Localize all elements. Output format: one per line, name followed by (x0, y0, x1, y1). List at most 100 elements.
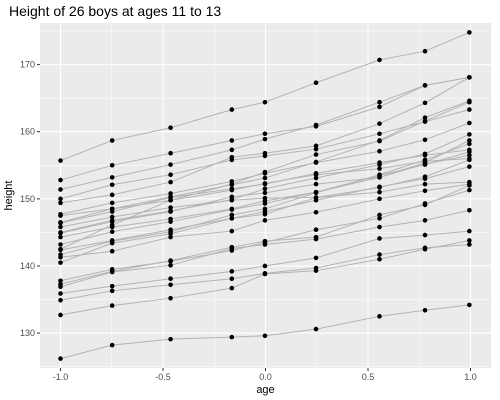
data-point (467, 147, 472, 153)
data-point (58, 252, 63, 257)
data-point (109, 214, 115, 220)
data-point (422, 100, 428, 106)
data-point (467, 183, 472, 188)
data-point (229, 228, 235, 234)
data-point (422, 181, 428, 187)
data-point (422, 115, 428, 120)
data-point (377, 189, 382, 195)
data-point (168, 125, 173, 131)
data-point (229, 147, 235, 153)
data-point (262, 218, 268, 223)
data-point (377, 131, 382, 137)
data-point (313, 227, 319, 233)
data-point (168, 172, 173, 177)
data-point (168, 229, 173, 235)
data-point (313, 143, 319, 149)
data-point (58, 230, 63, 236)
data-point (422, 48, 428, 54)
y-tick-label: 140 (20, 261, 35, 271)
data-point (168, 336, 173, 342)
data-point (313, 152, 319, 157)
data-point (58, 356, 63, 361)
data-point (168, 150, 173, 156)
data-point (377, 184, 382, 190)
data-point (377, 314, 382, 319)
data-point (229, 216, 235, 221)
data-point (109, 175, 115, 180)
data-point (229, 248, 235, 253)
data-point (377, 121, 382, 126)
data-point (58, 234, 63, 240)
data-point (377, 256, 382, 262)
y-axis-label: height (3, 181, 15, 211)
data-point (467, 107, 472, 112)
data-point (377, 138, 382, 143)
data-point (467, 30, 472, 35)
data-point (262, 136, 268, 142)
data-point (229, 285, 235, 291)
data-point (229, 244, 235, 250)
data-point (58, 220, 63, 225)
data-point (168, 276, 173, 282)
data-point (467, 187, 472, 193)
data-point (168, 191, 173, 196)
data-point (58, 200, 63, 206)
data-point (377, 236, 382, 241)
x-tick-label: 0.0 (259, 372, 272, 382)
data-point (262, 263, 268, 269)
data-point (313, 159, 319, 165)
data-point (229, 334, 235, 340)
data-point (58, 187, 63, 192)
data-point (109, 342, 115, 348)
data-point (377, 99, 382, 105)
data-point (58, 211, 63, 217)
data-point (467, 156, 472, 161)
data-point (422, 307, 428, 313)
data-point (58, 158, 63, 163)
data-point (262, 190, 268, 196)
data-point (109, 288, 115, 294)
data-point (377, 160, 382, 165)
data-point (422, 118, 428, 124)
data-point (422, 201, 428, 206)
data-point (467, 164, 472, 169)
data-point (377, 148, 382, 154)
data-point (229, 194, 235, 200)
axis-ticks: -1.0 -0.5 0.0 0.5 1.0 130 140 150 160 170 (20, 60, 477, 382)
data-point (262, 171, 268, 176)
data-point (467, 228, 472, 234)
data-point (313, 197, 319, 203)
data-point (262, 206, 268, 212)
data-point (467, 120, 472, 126)
data-point (467, 75, 472, 80)
x-axis-label: age (256, 384, 274, 396)
data-point (313, 189, 319, 195)
data-point (262, 271, 268, 276)
data-point (168, 295, 173, 301)
data-point (229, 276, 235, 282)
data-point (313, 80, 319, 86)
x-tick-label: -0.5 (155, 372, 171, 382)
data-point (168, 179, 173, 185)
grid-lines (40, 23, 491, 368)
data-point (109, 267, 115, 272)
data-point (109, 229, 115, 235)
data-point (262, 99, 268, 105)
data-point (313, 265, 319, 271)
data-point (109, 303, 115, 308)
data-point (422, 176, 428, 182)
data-point (229, 107, 235, 112)
data-point (168, 162, 173, 167)
data-point (58, 242, 63, 247)
data-point (58, 281, 63, 287)
data-point (168, 263, 173, 268)
data-point (467, 302, 472, 308)
data-point (422, 83, 428, 88)
data-point (58, 312, 63, 318)
data-point (377, 166, 382, 171)
data-point (109, 162, 115, 168)
data-point (229, 186, 235, 192)
data-point (262, 198, 268, 204)
data-point (109, 238, 115, 244)
data-point (58, 177, 63, 183)
